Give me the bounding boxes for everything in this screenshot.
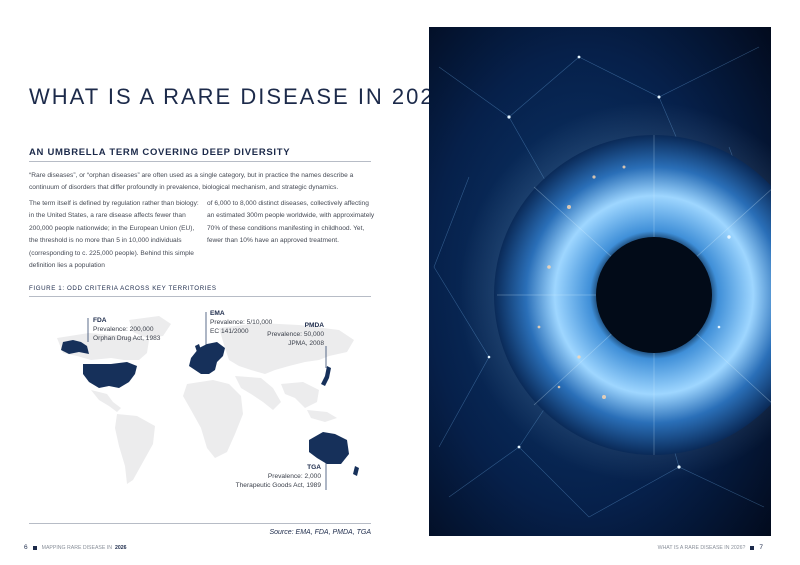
eu-shape (189, 342, 225, 374)
footer-right-text: WHAT IS A RARE DISEASE IN 2026? (657, 544, 746, 551)
ema-prevalence: Prevalence: 5/10,000 (210, 319, 273, 326)
figure-bottom-divider (29, 523, 371, 524)
fda-callout: FDA Prevalence: 200,000 Orphan Drug Act,… (93, 316, 160, 343)
fda-prevalence: Prevalence: 200,000 (93, 326, 154, 333)
pmda-agency: PMDA (304, 322, 324, 329)
ema-agency: EMA (210, 310, 225, 317)
ema-callout: EMA Prevalence: 5/10,000 EC 141/2000 (210, 309, 272, 336)
page-title: WHAT IS A RARE DISEASE IN 2026? (29, 84, 464, 109)
highlighted-territories (61, 340, 359, 476)
australia-shape (309, 432, 349, 464)
eye-network-image (429, 27, 771, 536)
eye-illustration (429, 27, 771, 536)
page-number-left: 6 (24, 544, 28, 551)
uk-shape (195, 344, 201, 352)
footer-right: WHAT IS A RARE DISEASE IN 2026? 7 (658, 544, 763, 551)
footer-left: 6 MAPPING RARE DISEASE IN 2026 (24, 544, 127, 551)
tga-agency: TGA (307, 464, 321, 471)
body-column-left: The term itself is defined by regulation… (29, 200, 199, 270)
intro-paragraph: “Rare diseases”, or “orphan diseases” ar… (29, 172, 354, 191)
world-land (57, 316, 354, 484)
footer-square-icon (750, 545, 755, 550)
footer-left-text: MAPPING RARE DISEASE IN (41, 544, 112, 551)
pmda-callout: PMDA Prevalence: 50,000 JPMA, 2008 (267, 321, 324, 348)
tga-prevalence: Prevalence: 2,000 (267, 473, 321, 480)
ema-act: EC 141/2000 (210, 328, 249, 335)
page-number-right: 7 (759, 544, 763, 551)
footer-square-icon (32, 545, 37, 550)
pmda-prevalence: Prevalence: 50,000 (267, 331, 324, 338)
new-zealand-shape (353, 466, 359, 476)
section-heading: AN UMBRELLA TERM COVERING DEEP DIVERSITY (29, 147, 291, 158)
section-divider (29, 161, 371, 162)
footer-left-year: 2026 (114, 544, 127, 551)
usa-shape (83, 362, 137, 388)
world-map (57, 312, 359, 490)
pmda-act: JPMA, 2008 (288, 340, 324, 347)
tga-act: Therapeutic Goods Act, 1989 (235, 482, 321, 489)
figure-source: Source: EMA, FDA, PMDA, TGA (269, 529, 371, 536)
fda-agency: FDA (93, 317, 107, 324)
fda-act: Orphan Drug Act, 1983 (93, 335, 161, 342)
figure-label: FIGURE 1: ODD CRITERIA ACROSS KEY TERRIT… (29, 285, 217, 292)
japan-shape (321, 366, 331, 386)
tga-callout: TGA Prevalence: 2,000 Therapeutic Goods … (236, 463, 321, 490)
figure-divider (29, 296, 371, 297)
callout-leaders (87, 312, 327, 490)
alaska-shape (61, 340, 89, 354)
body-column-right: of 6,000 to 8,000 distinct diseases, col… (207, 200, 375, 245)
